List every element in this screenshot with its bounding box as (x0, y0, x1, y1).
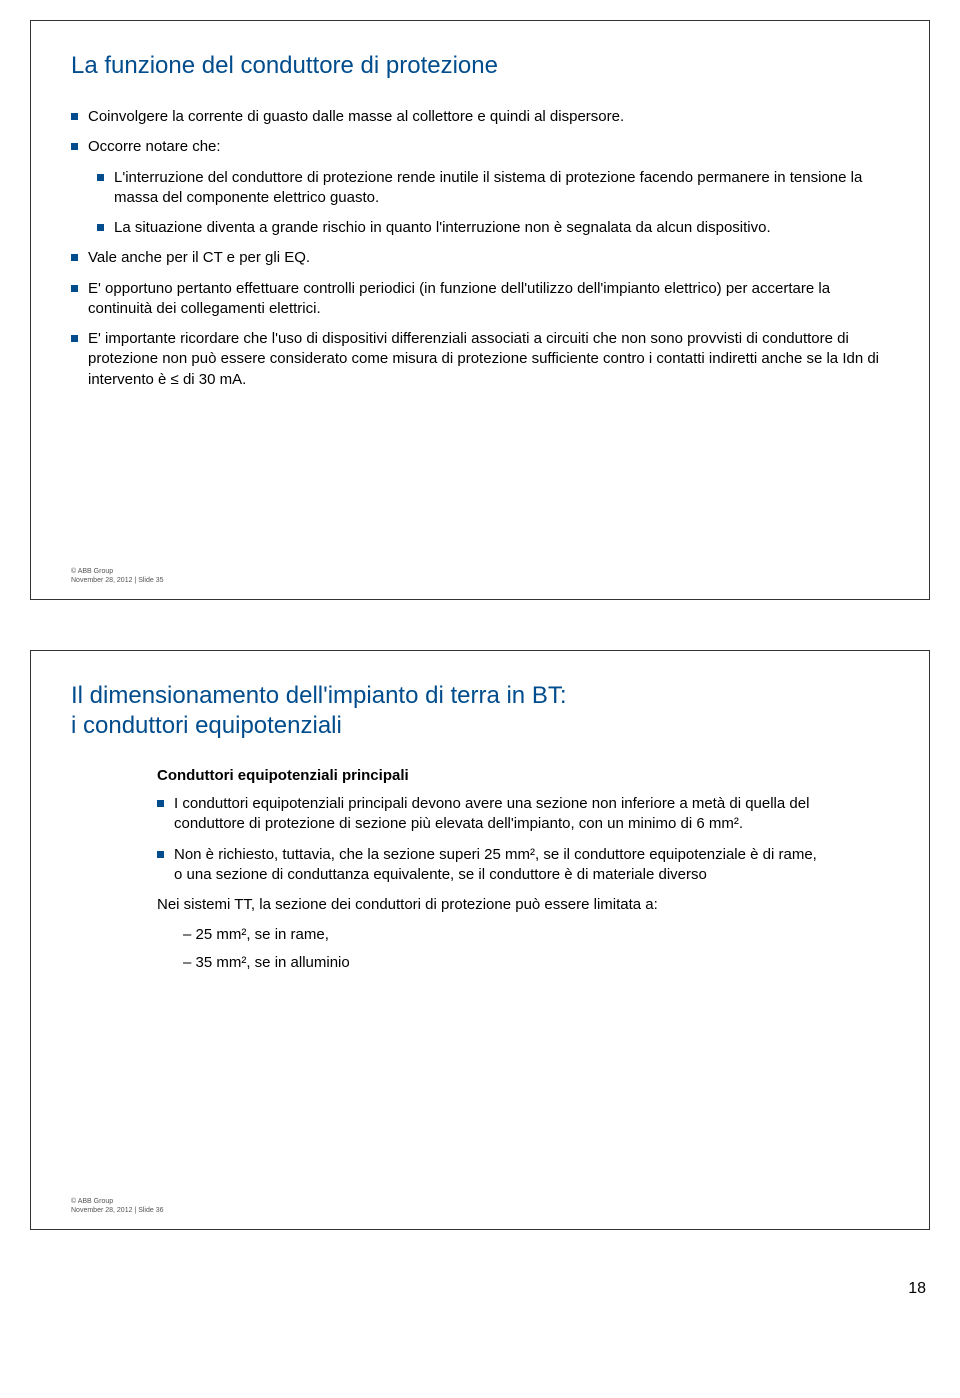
bullet-text: Occorre notare che: (88, 137, 221, 157)
bullet-text: Vale anche per il CT e per gli EQ. (88, 248, 310, 268)
slide-footer: © ABB Group November 28, 2012 | Slide 36 (71, 1198, 164, 1215)
footer-date: November 28, 2012 | Slide 36 (71, 1207, 164, 1215)
bullet-marker-icon (97, 224, 104, 231)
bullet-marker-icon (71, 143, 78, 150)
bullet: E' importante ricordare che l'uso di dis… (71, 329, 889, 390)
bullet: Vale anche per il CT e per gli EQ. (71, 248, 889, 268)
bullet-marker-icon (157, 800, 164, 807)
page-number: 18 (30, 1280, 930, 1298)
slide-title: Il dimensionamento dell'impianto di terr… (71, 681, 889, 741)
content-subhead: Conduttori equipotenziali principali (157, 767, 829, 784)
slide-2: Il dimensionamento dell'impianto di terr… (30, 650, 930, 1230)
footer-org: © ABB Group (71, 568, 164, 576)
dash-item: – 35 mm², se in alluminio (183, 951, 829, 975)
footer-org: © ABB Group (71, 1198, 164, 1206)
bullet-marker-icon (71, 335, 78, 342)
bullet-marker-icon (71, 113, 78, 120)
bullet-marker-icon (71, 254, 78, 261)
sub-bullet: La situazione diventa a grande rischio i… (97, 218, 889, 238)
bullet-text: L'interruzione del conduttore di protezi… (114, 168, 889, 209)
slide-content: Conduttori equipotenziali principali I c… (71, 767, 889, 975)
bullet-text: Coinvolgere la corrente di guasto dalle … (88, 107, 624, 127)
bullet-marker-icon (157, 851, 164, 858)
bullet-marker-icon (71, 285, 78, 292)
slide-title: La funzione del conduttore di protezione (71, 51, 889, 81)
sub-bullet: I conduttori equipotenziali principali d… (157, 794, 829, 835)
slide-content: Coinvolgere la corrente di guasto dalle … (71, 107, 889, 390)
bullet: E' opportuno pertanto effettuare control… (71, 279, 889, 320)
bullet: Occorre notare che: (71, 137, 889, 157)
bullet-text: E' importante ricordare che l'uso di dis… (88, 329, 889, 390)
sub-bullet: Non è richiesto, tuttavia, che la sezion… (157, 845, 829, 886)
sub-bullet: L'interruzione del conduttore di protezi… (97, 168, 889, 209)
slide-1: La funzione del conduttore di protezione… (30, 20, 930, 600)
bullet-text: La situazione diventa a grande rischio i… (114, 218, 771, 238)
bullet-text: Non è richiesto, tuttavia, che la sezion… (174, 845, 829, 886)
plain-text: Nei sistemi TT, la sezione dei conduttor… (157, 895, 829, 915)
dash-item: – 25 mm², se in rame, (183, 923, 829, 947)
bullet-text: I conduttori equipotenziali principali d… (174, 794, 829, 835)
bullet-marker-icon (97, 174, 104, 181)
slide-footer: © ABB Group November 28, 2012 | Slide 35 (71, 568, 164, 585)
footer-date: November 28, 2012 | Slide 35 (71, 577, 164, 585)
bullet-text: E' opportuno pertanto effettuare control… (88, 279, 889, 320)
bullet: Coinvolgere la corrente di guasto dalle … (71, 107, 889, 127)
